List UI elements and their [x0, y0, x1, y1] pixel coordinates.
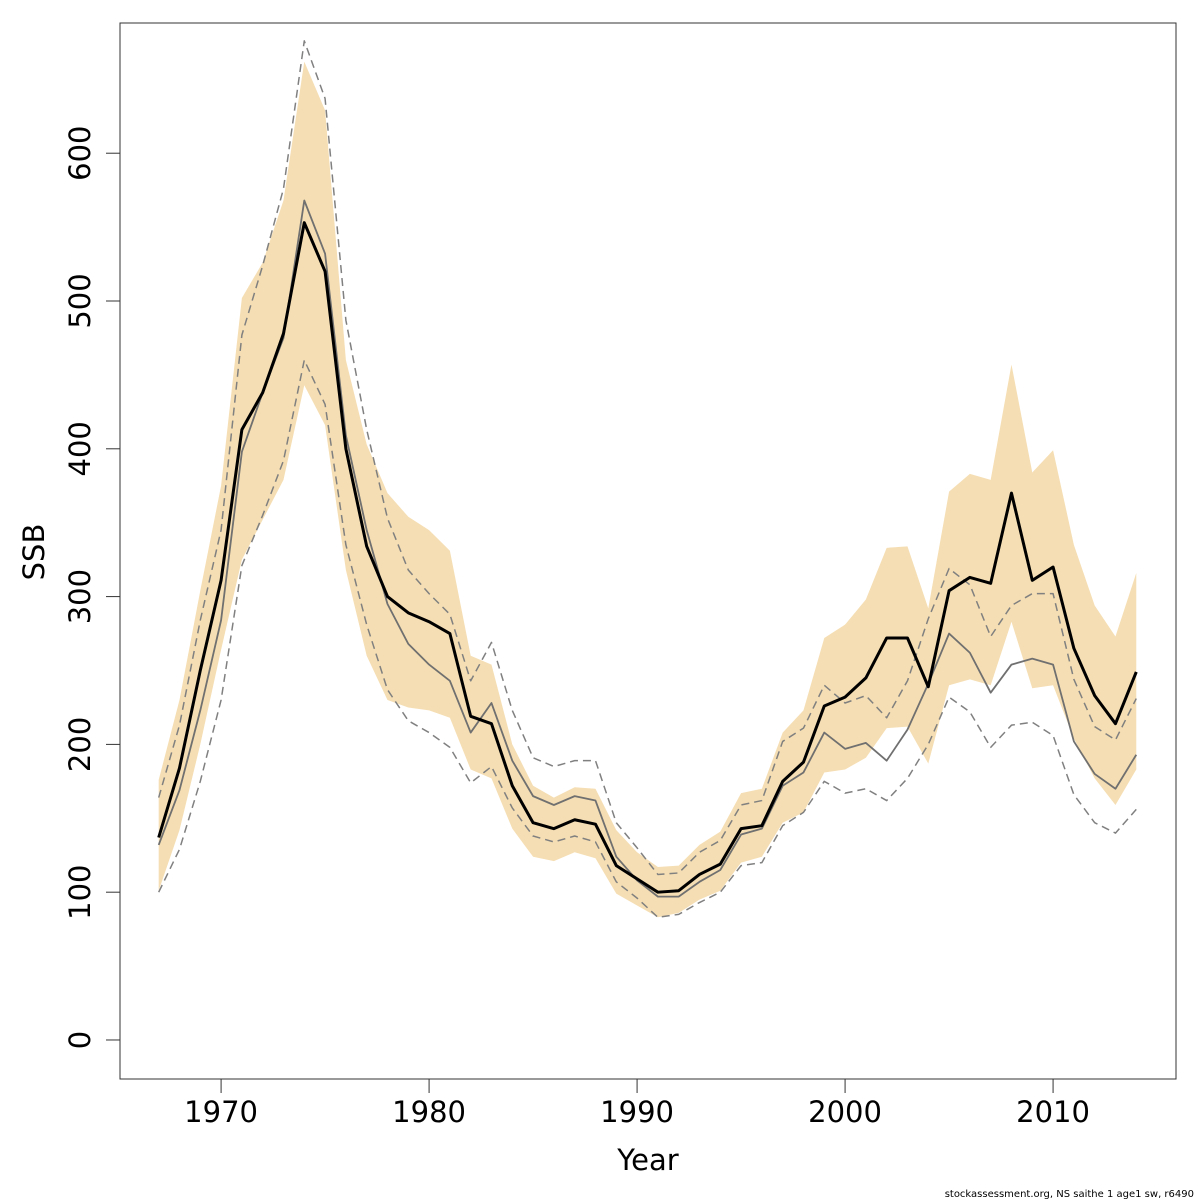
y-tick-label: 0 — [63, 1031, 97, 1049]
y-tick-label: 600 — [63, 126, 97, 181]
y-tick-label: 300 — [63, 569, 97, 624]
x-tick-label: 2010 — [1016, 1095, 1090, 1129]
x-tick-label: 2000 — [808, 1095, 882, 1129]
x-tick-label: 1990 — [600, 1095, 674, 1129]
series-line — [157, 199, 1138, 898]
series-line — [158, 359, 1137, 919]
x-axis-label: Year — [616, 1143, 678, 1177]
y-tick-label: 500 — [63, 273, 97, 328]
y-axis-label: SSB — [17, 524, 51, 581]
x-tick-label: 1980 — [392, 1095, 466, 1129]
series-line — [157, 40, 1137, 876]
plot-frame — [119, 22, 1177, 1080]
caption: stockassessment.org, NS saithe 1 age1 sw… — [945, 1189, 1194, 1200]
x-tick-label: 1970 — [184, 1095, 258, 1129]
series-line — [157, 221, 1138, 894]
y-tick-label: 100 — [63, 865, 97, 920]
confidence-band — [158, 61, 1137, 918]
y-tick-label: 200 — [63, 717, 97, 772]
y-tick-label: 400 — [63, 421, 97, 476]
